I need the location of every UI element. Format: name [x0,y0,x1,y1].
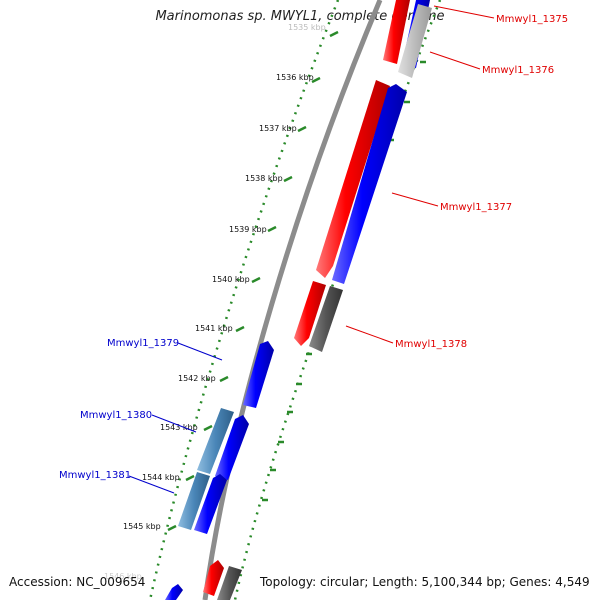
gene-label-1375[interactable]: Mmwyl1_1375 [496,14,568,25]
gene-label-1376[interactable]: Mmwyl1_1376 [482,65,554,76]
gene-feature-1375[interactable] [383,0,410,64]
tick-label: 1545 kbp [123,522,161,531]
inner-ring-ticks [167,30,339,532]
gene-label-1377[interactable]: Mmwyl1_1377 [440,202,512,213]
label-leaders [128,5,495,494]
genome-backbone [202,0,383,600]
gene-feature-1380-steel[interactable] [197,408,234,474]
outer-dotted-track [233,0,442,600]
gene-feature-1377-blue[interactable] [332,84,407,284]
gene-feature-1378-grey[interactable] [309,286,343,352]
gene-label-1379[interactable]: Mmwyl1_1379 [107,338,179,349]
genome-summary-text: Topology: circular; Length: 5,100,344 bp… [260,575,590,589]
ruler-labels: 1535 kbp 1536 kbp 1537 kbp 1538 kbp 1539… [104,23,326,581]
minus-strand-features [165,341,274,600]
tick-label: 1538 kbp [245,174,283,183]
gene-feature-1381-steel[interactable] [178,472,210,530]
gene-feature-1378-red[interactable] [294,281,326,346]
gene-feature-1381-blue[interactable] [194,474,227,534]
tick-label: 1543 kbp [160,423,198,432]
tick-label: 1546 kbp [104,572,142,581]
gene-feature-bottom-red[interactable] [203,560,224,596]
accession-text: Accession: NC_009654 [9,575,146,589]
tick-label: 1535 kbp [288,23,326,32]
tick-label: 1544 kbp [142,473,180,482]
tick-label: 1541 kbp [195,324,233,333]
gene-label-1378[interactable]: Mmwyl1_1378 [395,339,467,350]
gene-feature-1380-blue[interactable] [215,415,249,480]
gene-feature-1376[interactable] [398,4,432,78]
gene-label-1380[interactable]: Mmwyl1_1380 [80,410,152,421]
gene-label-1381[interactable]: Mmwyl1_1381 [59,470,131,481]
gene-feature-bottom-grey[interactable] [217,566,242,600]
tick-label: 1536 kbp [276,73,314,82]
gene-labels: Mmwyl1_1375 Mmwyl1_1376 Mmwyl1_1377 Mmwy… [59,14,568,481]
tick-label: 1539 kbp [229,225,267,234]
tick-label: 1537 kbp [259,124,297,133]
gene-feature-1379[interactable] [243,341,274,408]
gene-feature-1377-red[interactable] [316,80,390,278]
tick-label: 1542 kbp [178,374,216,383]
plus-strand-features [203,0,432,600]
tick-label: 1540 kbp [212,275,250,284]
gene-feature-bottom-blue[interactable] [165,584,183,600]
